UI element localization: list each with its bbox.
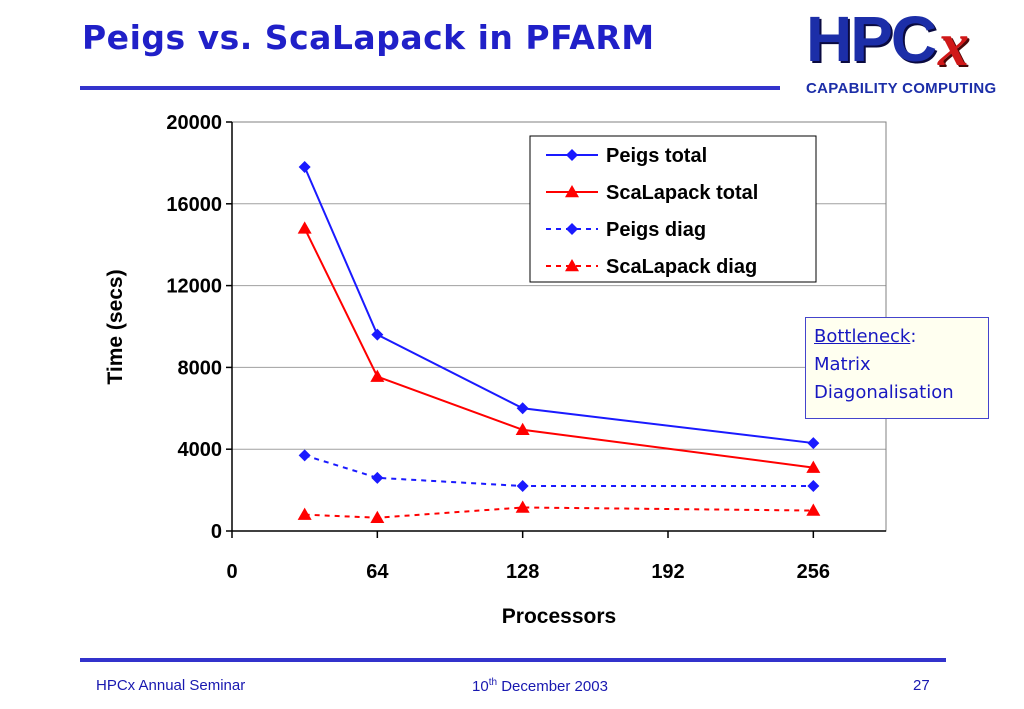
footer-page-number: 27 xyxy=(913,677,930,694)
legend-item: ScaLapack total xyxy=(546,182,758,204)
legend-swatch-marker xyxy=(566,223,578,235)
legend-label: Peigs diag xyxy=(606,219,706,241)
legend-box xyxy=(529,135,817,283)
bottleneck-annotation: Bottleneck: Matrix Diagonalisation xyxy=(805,317,989,419)
hpcx-logo: HPC x CAPABILITY COMPUTING xyxy=(800,3,1012,102)
series-scalapack-diag xyxy=(297,500,821,523)
logo-x-mark: x xyxy=(938,11,969,79)
y-tick-label: 12000 xyxy=(166,276,222,298)
y-tick-label: 4000 xyxy=(178,439,223,461)
series-peigs-diag xyxy=(298,449,820,493)
data-point xyxy=(516,480,529,493)
series-layer xyxy=(297,160,821,523)
footer-date-suffix: th xyxy=(488,677,498,688)
data-point xyxy=(370,510,385,523)
data-point xyxy=(297,507,312,520)
legend-label: Peigs total xyxy=(606,145,707,167)
data-point xyxy=(806,460,821,473)
x-tick-label: 128 xyxy=(506,561,539,583)
data-point xyxy=(298,160,311,173)
y-tick-label: 8000 xyxy=(178,357,223,379)
legend-swatch-marker xyxy=(565,185,579,198)
data-point xyxy=(297,221,312,234)
x-tick-label: 0 xyxy=(226,561,237,583)
data-point xyxy=(807,480,820,493)
title-divider xyxy=(80,86,780,90)
legend-item: ScaLapack diag xyxy=(546,256,757,278)
series-line xyxy=(303,166,814,445)
data-point xyxy=(371,328,384,341)
legend-item: Peigs total xyxy=(546,145,707,167)
footer-date-day: 10 xyxy=(472,678,489,695)
series-line xyxy=(304,506,814,519)
data-point xyxy=(298,449,311,462)
x-axis-label: Processors xyxy=(502,605,616,628)
footer-date-rest: December 2003 xyxy=(497,678,608,695)
data-point xyxy=(515,422,530,436)
legend-swatch-marker xyxy=(566,149,578,161)
x-tick-label: 64 xyxy=(366,561,389,583)
legend-swatch-marker xyxy=(565,259,579,272)
data-point xyxy=(515,500,530,513)
logo-subtitle: CAPABILITY COMPUTING xyxy=(806,80,997,97)
series-peigs-total xyxy=(298,160,820,450)
series-scalapack-total xyxy=(297,221,821,473)
data-point xyxy=(806,503,821,516)
x-tick-label: 192 xyxy=(651,561,684,583)
y-tick-label: 20000 xyxy=(166,112,222,134)
chart-legend: Peigs total ScaLapack total Peigs diag ScaL… xyxy=(529,135,817,283)
y-axis-label: Time (secs) xyxy=(104,269,127,384)
legend-item: Peigs diag xyxy=(546,219,706,241)
series-line xyxy=(303,227,814,469)
y-tick-label: 16000 xyxy=(166,194,222,216)
chart-axes: 0 4000 8000 12000 16000 20000 0 64 128 192 256 xyxy=(166,112,886,583)
data-point xyxy=(370,369,385,382)
annotation-line1: Matrix xyxy=(814,354,871,375)
annotation-colon: : xyxy=(910,326,917,347)
footer-event: HPCx Annual Seminar xyxy=(96,677,246,694)
logo-wordmark: HPC xyxy=(806,3,937,75)
annotation-line2: Diagonalisation xyxy=(814,382,954,403)
footer-divider xyxy=(80,658,946,662)
slide-title: Peigs vs. ScaLapack in PFARM xyxy=(82,18,655,57)
series-line xyxy=(304,454,814,488)
data-point xyxy=(807,437,820,450)
legend-label: ScaLapack total xyxy=(606,182,758,204)
legend-label: ScaLapack diag xyxy=(606,256,757,278)
y-tick-label: 0 xyxy=(211,521,222,543)
annotation-heading: Bottleneck xyxy=(814,326,911,347)
data-point xyxy=(516,402,529,415)
data-point xyxy=(371,471,384,484)
footer-date: 10th December 2003 xyxy=(472,677,608,695)
x-tick-label: 256 xyxy=(797,561,830,583)
